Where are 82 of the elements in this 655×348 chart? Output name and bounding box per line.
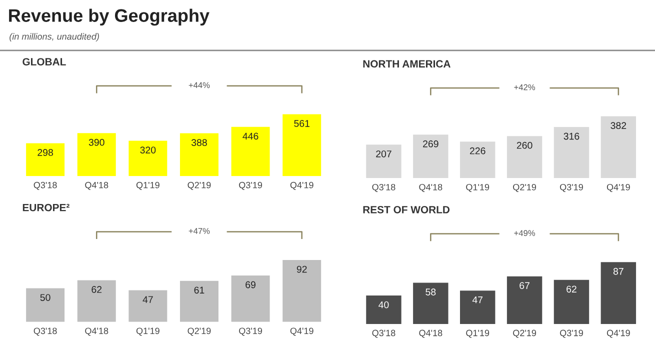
x-tick-label: Q2'19 <box>513 184 536 192</box>
bar <box>77 133 116 176</box>
x-tick-label: Q1'19 <box>466 330 490 338</box>
x-tick-label: Q4'19 <box>290 182 314 190</box>
data-label: 62 <box>566 286 576 293</box>
bar <box>600 262 636 324</box>
chart-title: NORTH AMERICA <box>363 60 450 68</box>
x-tick-label: Q1'19 <box>466 184 490 192</box>
data-label: 69 <box>246 281 256 288</box>
bar <box>282 260 322 322</box>
bar <box>506 136 542 178</box>
text: +42% <box>514 84 536 90</box>
x-tick-label: Q3'18 <box>34 182 57 190</box>
bar <box>26 143 65 176</box>
chart-title: REST OF WORLD <box>363 206 450 214</box>
data-label: 316 <box>564 132 580 140</box>
bar <box>26 288 65 322</box>
data-label: 47 <box>142 296 153 303</box>
data-label: 207 <box>376 150 392 158</box>
x-tick-label: Q4'18 <box>85 328 108 336</box>
data-label: 388 <box>191 139 207 146</box>
x-tick-label: Q1'19 <box>136 182 160 190</box>
x-tick-label: Q4'19 <box>606 184 630 192</box>
x-tick-label: Q4'19 <box>606 330 630 338</box>
bar <box>231 126 270 176</box>
bar <box>231 276 270 322</box>
data-label: 260 <box>516 142 532 149</box>
x-tick-label: Q2'19 <box>513 330 536 338</box>
bar <box>600 116 636 178</box>
data-label: 561 <box>294 120 310 127</box>
x-tick-label: Q2'19 <box>188 328 211 336</box>
data-label: 298 <box>38 149 53 156</box>
data-label: 40 <box>378 301 389 308</box>
data-label: 92 <box>296 266 307 273</box>
bar <box>413 282 448 324</box>
bar <box>128 140 168 176</box>
x-tick-label: Q4'18 <box>419 184 442 192</box>
x-tick-label: Q3'19 <box>239 328 262 336</box>
bar <box>460 290 496 324</box>
text: +47% <box>188 228 210 234</box>
bar <box>554 127 590 178</box>
x-tick-label: Q4'18 <box>419 330 442 338</box>
x-tick-label: Q1'19 <box>136 328 160 336</box>
data-label: 67 <box>520 282 530 290</box>
data-label: 50 <box>40 294 50 301</box>
bar <box>180 133 218 176</box>
bar <box>128 290 168 322</box>
data-label: 47 <box>472 296 483 304</box>
data-label: 320 <box>140 146 156 154</box>
bar <box>366 296 402 324</box>
data-label: 226 <box>470 147 486 154</box>
x-tick-label: Q3'18 <box>372 330 396 338</box>
bar <box>554 280 590 324</box>
data-label: 269 <box>423 140 438 148</box>
data-label: 390 <box>88 138 104 146</box>
bar <box>506 276 542 324</box>
text: (in millions, unaudited) <box>10 33 99 42</box>
bar <box>460 142 496 178</box>
data-label: 382 <box>610 122 626 130</box>
x-tick-label: Q2'19 <box>188 182 211 190</box>
text: Revenue by Geography <box>9 8 210 26</box>
x-tick-label: Q4'18 <box>85 182 108 190</box>
bar <box>77 280 116 322</box>
bar <box>282 114 322 176</box>
text: +44% <box>188 82 210 88</box>
bar <box>366 144 402 178</box>
chart-title: EUROPE² <box>22 204 70 212</box>
data-label: 446 <box>242 132 258 140</box>
data-label: 58 <box>426 288 436 296</box>
x-tick-label: Q3'19 <box>239 182 262 190</box>
x-tick-label: Q3'19 <box>560 184 583 192</box>
x-tick-label: Q4'19 <box>290 328 314 336</box>
text: +49% <box>514 230 536 236</box>
chart-title: GLOBAL <box>22 58 66 66</box>
x-tick-label: Q3'19 <box>560 330 583 338</box>
x-tick-label: Q3'18 <box>34 328 57 336</box>
data-label: 62 <box>92 286 102 293</box>
bar <box>180 280 218 322</box>
x-tick-label: Q3'18 <box>372 184 396 192</box>
bar <box>413 134 448 178</box>
data-label: 61 <box>194 286 204 294</box>
data-label: 87 <box>613 268 624 275</box>
